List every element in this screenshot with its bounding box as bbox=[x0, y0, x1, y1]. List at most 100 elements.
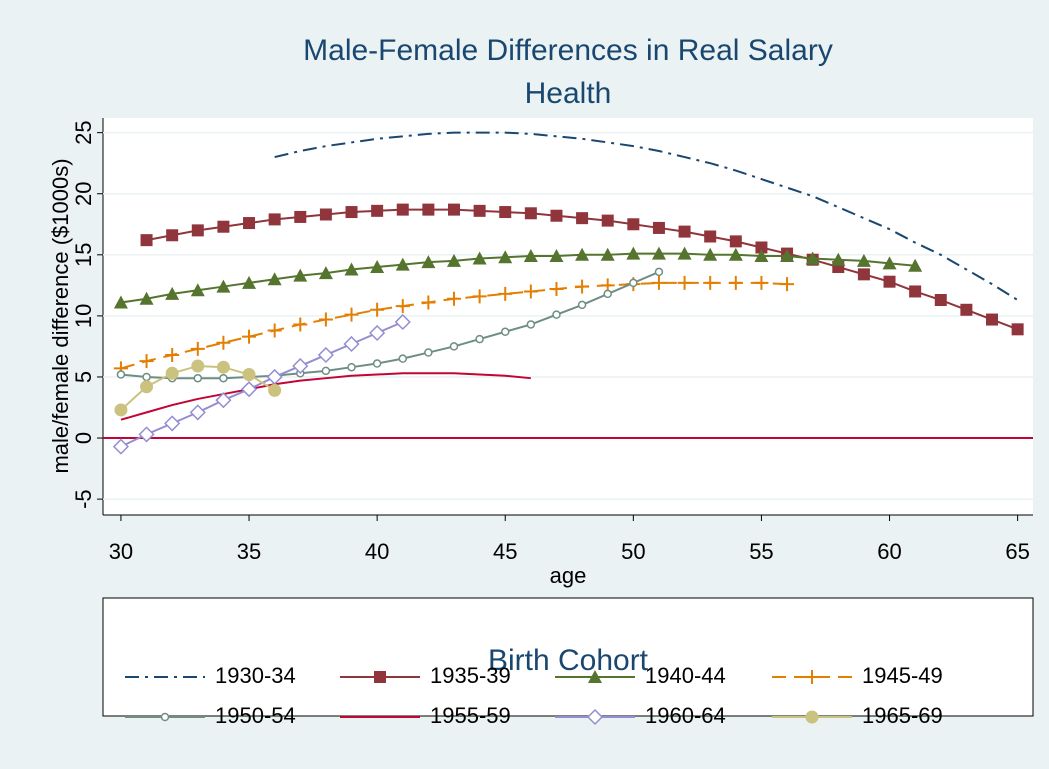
marker bbox=[216, 335, 231, 350]
marker bbox=[754, 249, 769, 263]
series bbox=[120, 372, 531, 421]
marker bbox=[498, 286, 513, 301]
marker bbox=[447, 203, 460, 216]
marker bbox=[500, 327, 510, 337]
legend-label: 1965-69 bbox=[862, 703, 943, 728]
marker bbox=[394, 313, 411, 331]
marker bbox=[523, 284, 538, 299]
marker bbox=[550, 209, 563, 222]
line bbox=[274, 131, 1019, 301]
marker bbox=[139, 354, 154, 369]
series bbox=[113, 246, 923, 309]
y-tick-label: 10 bbox=[71, 304, 96, 328]
marker bbox=[446, 291, 461, 306]
marker bbox=[728, 247, 743, 261]
marker bbox=[370, 260, 385, 274]
marker bbox=[139, 291, 154, 305]
marker bbox=[243, 217, 256, 230]
x-tick-label: 50 bbox=[621, 539, 645, 564]
marker bbox=[472, 289, 487, 304]
marker bbox=[396, 203, 409, 216]
marker bbox=[780, 249, 795, 263]
marker bbox=[190, 283, 205, 297]
marker bbox=[703, 275, 718, 290]
series bbox=[274, 131, 1019, 301]
legend-label: 1945-49 bbox=[862, 663, 943, 688]
legend-marker bbox=[160, 712, 170, 722]
marker bbox=[240, 381, 258, 398]
marker bbox=[780, 277, 795, 292]
legend-box bbox=[102, 597, 1034, 717]
marker bbox=[857, 268, 870, 281]
marker bbox=[140, 234, 153, 247]
x-tick-label: 55 bbox=[749, 539, 773, 564]
marker bbox=[421, 295, 436, 310]
series bbox=[113, 275, 795, 376]
marker bbox=[142, 372, 151, 382]
marker bbox=[677, 246, 692, 260]
line bbox=[120, 372, 531, 421]
marker bbox=[293, 268, 308, 282]
y-tick-label: 5 bbox=[71, 371, 96, 383]
marker bbox=[191, 359, 205, 373]
series bbox=[140, 203, 1024, 336]
x-tick-label: 35 bbox=[237, 539, 261, 564]
y-tick-label: 0 bbox=[71, 432, 96, 444]
marker bbox=[190, 341, 205, 356]
marker bbox=[652, 221, 665, 234]
marker bbox=[421, 255, 436, 269]
series bbox=[114, 359, 282, 417]
marker bbox=[526, 320, 536, 329]
marker bbox=[138, 426, 155, 443]
marker bbox=[424, 348, 433, 357]
marker bbox=[114, 403, 128, 417]
marker bbox=[242, 275, 257, 289]
marker bbox=[552, 310, 561, 319]
line bbox=[120, 252, 916, 304]
marker bbox=[372, 359, 382, 368]
series bbox=[116, 267, 664, 383]
marker bbox=[498, 250, 513, 264]
legend-label: 1955-59 bbox=[430, 703, 511, 728]
marker bbox=[267, 272, 282, 286]
legend-marker bbox=[805, 710, 819, 724]
marker bbox=[268, 213, 281, 226]
marker bbox=[369, 324, 386, 342]
marker bbox=[166, 229, 179, 242]
marker bbox=[472, 251, 487, 265]
marker bbox=[575, 279, 590, 294]
marker bbox=[678, 225, 691, 238]
marker bbox=[164, 415, 181, 432]
y-tick-label: 20 bbox=[71, 181, 96, 205]
marker bbox=[704, 230, 717, 243]
marker bbox=[165, 286, 180, 300]
x-tick-label: 30 bbox=[109, 539, 133, 564]
marker bbox=[626, 246, 641, 260]
marker bbox=[242, 329, 257, 344]
marker bbox=[499, 206, 512, 219]
marker bbox=[1011, 323, 1024, 336]
marker bbox=[395, 257, 410, 271]
marker bbox=[113, 295, 128, 309]
marker bbox=[347, 362, 356, 372]
marker bbox=[345, 206, 358, 219]
marker bbox=[371, 204, 384, 217]
marker bbox=[651, 246, 666, 260]
marker bbox=[318, 266, 333, 280]
y-tick-label: 15 bbox=[71, 243, 96, 267]
marker bbox=[116, 370, 126, 379]
marker bbox=[293, 317, 308, 332]
marker bbox=[140, 380, 154, 394]
marker bbox=[112, 438, 129, 455]
marker bbox=[215, 392, 232, 409]
x-tick-label: 45 bbox=[493, 539, 517, 564]
marker bbox=[728, 275, 743, 290]
marker bbox=[831, 252, 846, 266]
marker bbox=[600, 247, 615, 261]
marker bbox=[344, 262, 359, 276]
legend-item: 1940-44 bbox=[555, 663, 726, 688]
marker bbox=[165, 366, 179, 380]
x-tick-label: 65 bbox=[1005, 539, 1029, 564]
